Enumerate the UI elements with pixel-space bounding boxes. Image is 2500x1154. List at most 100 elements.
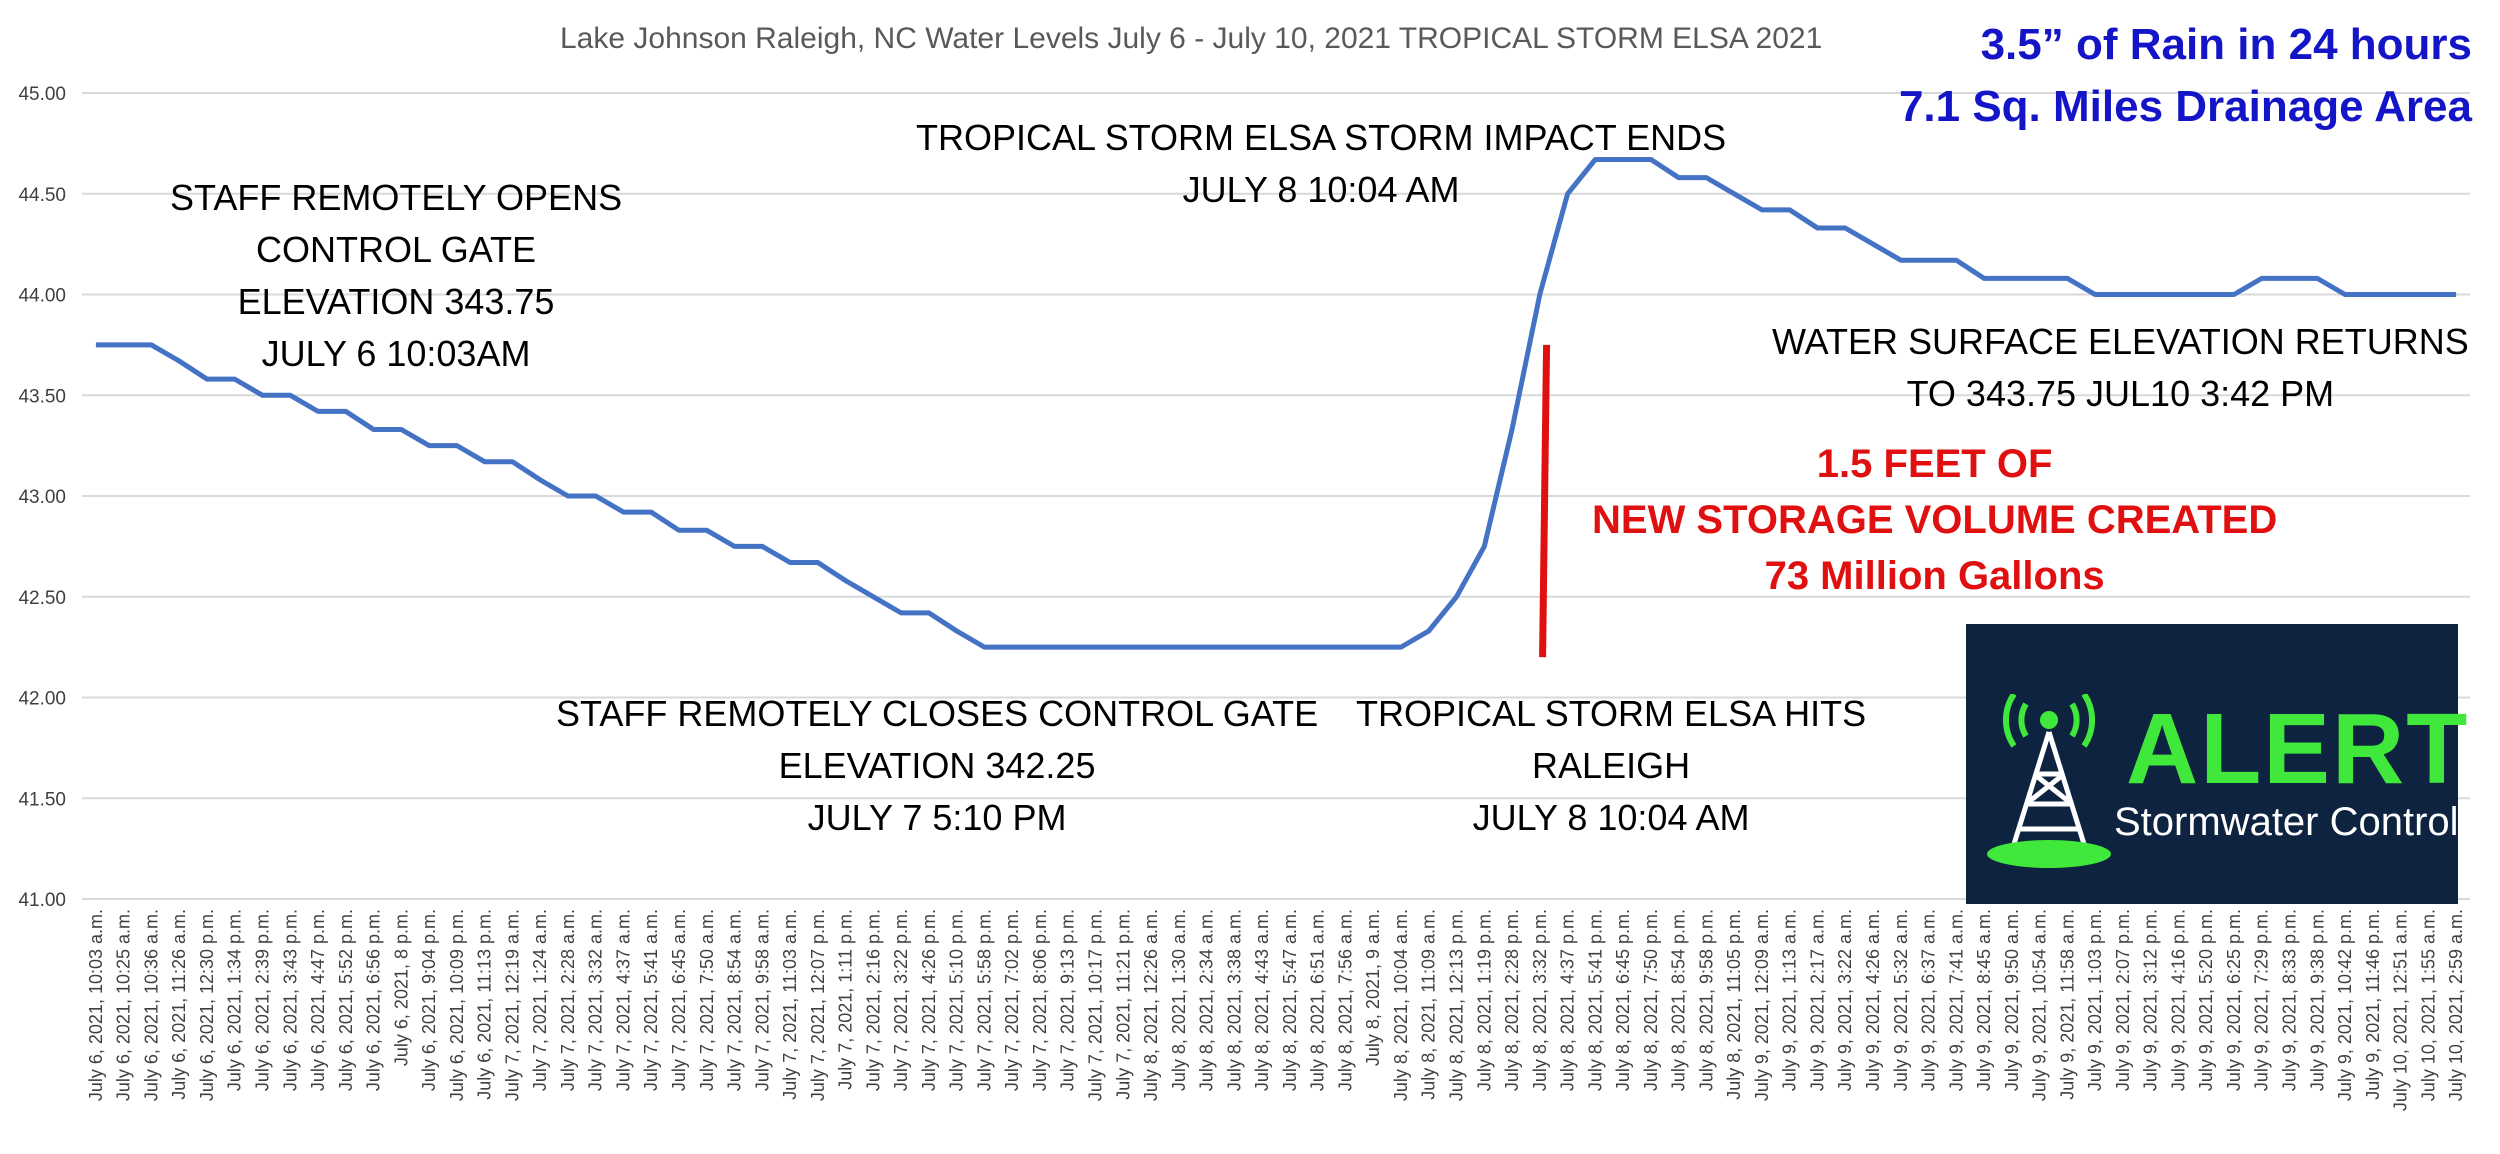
x-tick-label: July 7, 2021, 7:02 p.m. <box>1002 909 1022 1091</box>
x-tick-label: July 6, 2021, 10:25 a.m. <box>114 909 134 1101</box>
x-tick-label: July 10, 2021, 12:51 a.m. <box>2391 909 2411 1111</box>
x-tick-label: July 9, 2021, 10:54 a.m. <box>2030 909 2050 1101</box>
series-line <box>95 157 2457 650</box>
x-tick-label: July 6, 2021, 12:30 p.m. <box>197 909 217 1101</box>
x-tick-label: July 8, 2021, 12:13 p.m. <box>1446 909 1466 1101</box>
x-tick-label: July 9, 2021, 8:33 p.m. <box>2280 909 2300 1091</box>
annotation-line: JULY 7 5:10 PM <box>807 797 1067 838</box>
x-tick-label: July 7, 2021, 2:28 a.m. <box>558 909 578 1091</box>
y-tick-label: 41.50 <box>18 789 66 810</box>
x-tick-label: July 9, 2021, 9:38 p.m. <box>2307 909 2327 1091</box>
y-tick-label: 45.00 <box>18 84 66 105</box>
annotation-line: CONTROL GATE <box>256 229 537 270</box>
drainage-area: 7.1 Sq. Miles Drainage Area <box>1898 82 2472 131</box>
x-tick-label: July 6, 2021, 9:04 p.m. <box>419 909 439 1091</box>
annotation-line: ELEVATION 343.75 <box>237 281 555 322</box>
x-tick-label: July 8, 2021, 3:38 a.m. <box>1224 909 1244 1091</box>
x-tick-label: July 7, 2021, 8:54 a.m. <box>725 909 745 1091</box>
x-tick-label: July 6, 2021, 2:39 p.m. <box>252 909 272 1091</box>
x-tick-label: July 9, 2021, 8:45 a.m. <box>1974 909 1994 1091</box>
x-tick-label: July 7, 2021, 5:58 p.m. <box>974 909 994 1091</box>
x-tick-label: July 6, 2021, 5:52 p.m. <box>336 909 356 1091</box>
x-axis-ticks: July 6, 2021, 10:03 a.m. July 6, 2021, 10… <box>86 909 2466 1111</box>
x-tick-label: July 7, 2021, 11:03 a.m. <box>780 909 800 1100</box>
x-tick-label: July 8, 2021, 9 a.m. <box>1363 909 1383 1066</box>
annotation-level-returns: WATER SURFACE ELEVATION RETURNS TO 343.7… <box>1772 316 2469 420</box>
x-tick-label: July 8, 2021, 1:19 p.m. <box>1474 909 1494 1091</box>
x-tick-label: July 7, 2021, 9:13 p.m. <box>1058 909 1078 1091</box>
annotation-line: 1.5 FEET OF <box>1816 442 2053 486</box>
x-tick-label: July 8, 2021, 3:32 p.m. <box>1530 909 1550 1091</box>
x-tick-label: July 8, 2021, 12:26 a.m. <box>1141 909 1161 1101</box>
x-tick-label: July 7, 2021, 1:11 p.m. <box>836 909 856 1090</box>
annotation-line: 73 Million Gallons <box>1764 554 2105 598</box>
x-tick-label: July 10, 2021, 2:59 a.m. <box>2446 909 2466 1101</box>
y-tick-label: 43.50 <box>18 386 66 407</box>
x-tick-label: July 9, 2021, 4:26 a.m. <box>1863 909 1883 1091</box>
x-tick-label: July 8, 2021, 10:04 a.m. <box>1391 909 1411 1101</box>
x-tick-label: July 6, 2021, 10:03 a.m. <box>86 909 106 1101</box>
y-tick-label: 43.00 <box>18 487 66 508</box>
x-tick-label: July 8, 2021, 2:28 p.m. <box>1502 909 1522 1091</box>
y-tick-label: 44.00 <box>18 286 66 307</box>
x-tick-label: July 8, 2021, 6:51 a.m. <box>1308 909 1328 1091</box>
annotation-line: TO 343.75 JUL10 3:42 PM <box>1906 373 2335 414</box>
x-tick-label: July 7, 2021, 4:26 p.m. <box>919 909 939 1091</box>
x-tick-label: July 8, 2021, 6:45 p.m. <box>1613 909 1633 1091</box>
annotation-line: TROPICAL STORM ELSA HITS <box>1356 693 1867 734</box>
x-tick-label: July 6, 2021, 11:13 p.m. <box>475 909 495 1100</box>
x-tick-label: July 7, 2021, 10:17 p.m. <box>1086 909 1106 1101</box>
annotation-line: RALEIGH <box>1532 745 1691 786</box>
x-tick-label: July 9, 2021, 12:09 a.m. <box>1752 909 1772 1101</box>
annotation-impact-ends: TROPICAL STORM ELSA STORM IMPACT ENDS JU… <box>916 112 1726 216</box>
x-tick-label: July 7, 2021, 5:41 a.m. <box>641 909 661 1091</box>
x-tick-label: July 6, 2021, 6:56 p.m. <box>364 909 384 1091</box>
y-tick-label: 42.00 <box>18 689 66 710</box>
x-tick-label: July 8, 2021, 7:50 p.m. <box>1641 909 1661 1091</box>
x-tick-label: July 7, 2021, 12:07 p.m. <box>808 909 828 1101</box>
annotation-storm-hits: TROPICAL STORM ELSA HITS RALEIGH JULY 8 … <box>1356 688 1866 844</box>
x-tick-label: July 6, 2021, 11:26 a.m. <box>169 909 189 1100</box>
x-tick-label: July 8, 2021, 9:58 p.m. <box>1696 909 1716 1091</box>
logo-tagline: Stormwater Control <box>2114 800 2459 844</box>
x-tick-label: July 9, 2021, 6:25 p.m. <box>2224 909 2244 1091</box>
annotation-line: WATER SURFACE ELEVATION RETURNS <box>1772 321 2469 362</box>
annotation-line: JULY 6 10:03AM <box>261 333 531 374</box>
x-tick-label: July 9, 2021, 7:29 p.m. <box>2252 909 2272 1091</box>
x-tick-label: July 7, 2021, 11:21 p.m. <box>1113 909 1133 1100</box>
x-tick-label: July 9, 2021, 6:37 a.m. <box>1919 909 1939 1091</box>
x-tick-label: July 8, 2021, 4:43 a.m. <box>1252 909 1272 1091</box>
x-tick-label: July 9, 2021, 1:03 p.m. <box>2085 909 2105 1091</box>
x-tick-label: July 9, 2021, 10:42 p.m. <box>2335 909 2355 1101</box>
x-tick-label: July 6, 2021, 3:43 p.m. <box>280 909 300 1091</box>
x-tick-label: July 9, 2021, 7:41 a.m. <box>1946 909 1966 1091</box>
x-tick-label: July 7, 2021, 2:16 p.m. <box>863 909 883 1091</box>
x-tick-label: July 9, 2021, 2:17 a.m. <box>1807 909 1827 1091</box>
x-tick-label: July 8, 2021, 8:54 p.m. <box>1669 909 1689 1091</box>
x-tick-label: July 8, 2021, 4:37 p.m. <box>1558 909 1578 1091</box>
annotation-gate-closes: STAFF REMOTELY CLOSES CONTROL GATE ELEVA… <box>556 688 1318 844</box>
x-tick-label: July 9, 2021, 11:58 a.m. <box>2057 909 2077 1100</box>
x-tick-label: July 9, 2021, 3:12 p.m. <box>2141 909 2161 1091</box>
rain-note: 3.5” of Rain in 24 hours 7.1 Sq. Miles D… <box>1899 14 2472 138</box>
x-tick-label: July 9, 2021, 11:46 p.m. <box>2363 909 2383 1100</box>
x-tick-label: July 6, 2021, 4:47 p.m. <box>308 909 328 1091</box>
chart-title: Lake Johnson Raleigh, NC Water Levels Ju… <box>560 22 1823 55</box>
annotation-line: STAFF REMOTELY CLOSES CONTROL GATE <box>556 693 1319 734</box>
annotation-storage-volume: 1.5 FEET OF NEW STORAGE VOLUME CREATED 7… <box>1592 436 2277 604</box>
x-tick-label: July 9, 2021, 5:32 a.m. <box>1891 909 1911 1091</box>
annotation-line: TROPICAL STORM ELSA STORM IMPACT ENDS <box>916 117 1727 158</box>
x-tick-label: July 7, 2021, 9:58 a.m. <box>752 909 772 1091</box>
x-tick-label: July 7, 2021, 6:45 a.m. <box>669 909 689 1091</box>
annotation-gate-opens: STAFF REMOTELY OPENS CONTROL GATE ELEVAT… <box>170 172 622 380</box>
storage-marker-line <box>1539 344 1551 658</box>
x-tick-label: July 9, 2021, 1:13 a.m. <box>1780 909 1800 1091</box>
x-tick-label: July 9, 2021, 4:16 p.m. <box>2168 909 2188 1091</box>
x-tick-label: July 8, 2021, 5:47 a.m. <box>1280 909 1300 1091</box>
y-axis-ticks: 45.00 44.50 44.00 43.50 43.00 42.50 42.00 41.50… <box>18 84 66 911</box>
y-tick-label: 41.00 <box>18 890 66 911</box>
x-tick-label: July 7, 2021, 12:19 a.m. <box>502 909 522 1101</box>
x-tick-label: July 8, 2021, 7:56 a.m. <box>1335 909 1355 1091</box>
x-tick-label: July 9, 2021, 9:50 a.m. <box>2002 909 2022 1091</box>
